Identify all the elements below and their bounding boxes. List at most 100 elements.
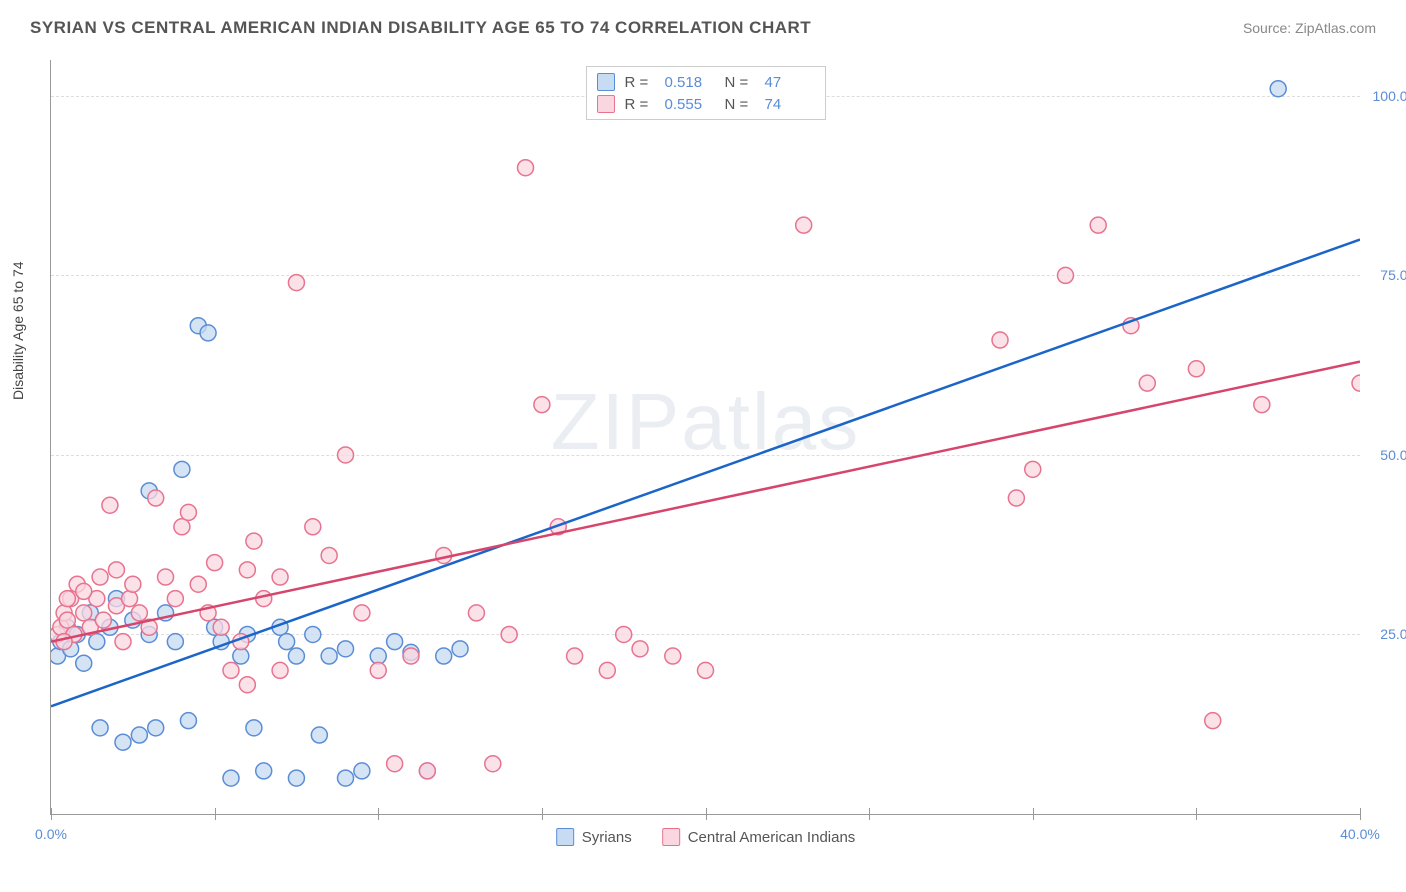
- source-name: ZipAtlas.com: [1295, 20, 1376, 36]
- ytick-label: 100.0%: [1373, 88, 1406, 104]
- data-point: [599, 662, 615, 678]
- legend-label: Central American Indians: [688, 829, 856, 846]
- plot-area: ZIPatlas R = 0.518 N = 47 R = 0.555 N = …: [50, 60, 1360, 815]
- data-point: [534, 397, 550, 413]
- source-label: Source:: [1243, 20, 1295, 36]
- data-point: [213, 619, 229, 635]
- data-point: [321, 648, 337, 664]
- r-label: R =: [625, 96, 655, 113]
- data-point: [436, 648, 452, 664]
- data-point: [311, 727, 327, 743]
- data-point: [665, 648, 681, 664]
- data-point: [115, 734, 131, 750]
- data-point: [89, 634, 105, 650]
- data-point: [1352, 375, 1360, 391]
- data-point: [174, 461, 190, 477]
- data-point: [246, 720, 262, 736]
- data-point: [76, 655, 92, 671]
- chart-svg: [51, 60, 1360, 814]
- swatch-icon: [662, 828, 680, 846]
- data-point: [632, 641, 648, 657]
- regression-line: [51, 362, 1360, 642]
- data-point: [180, 713, 196, 729]
- data-point: [387, 756, 403, 772]
- data-point: [698, 662, 714, 678]
- data-point: [1254, 397, 1270, 413]
- data-point: [485, 756, 501, 772]
- data-point: [354, 605, 370, 621]
- data-point: [131, 727, 147, 743]
- data-point: [1205, 713, 1221, 729]
- data-point: [115, 634, 131, 650]
- xtick-label: 0.0%: [35, 826, 67, 842]
- n-value: 47: [765, 74, 815, 91]
- correlation-legend: R = 0.518 N = 47 R = 0.555 N = 74: [586, 66, 826, 120]
- ytick-label: 75.0%: [1380, 267, 1406, 283]
- data-point: [567, 648, 583, 664]
- n-value: 74: [765, 96, 815, 113]
- data-point: [288, 275, 304, 291]
- source-attribution: Source: ZipAtlas.com: [1243, 20, 1376, 36]
- data-point: [338, 770, 354, 786]
- data-point: [108, 562, 124, 578]
- xtick: [1360, 808, 1361, 820]
- data-point: [387, 634, 403, 650]
- swatch-icon: [556, 828, 574, 846]
- data-point: [223, 770, 239, 786]
- data-point: [59, 612, 75, 628]
- data-point: [122, 591, 138, 607]
- data-point: [370, 648, 386, 664]
- data-point: [288, 648, 304, 664]
- data-point: [321, 547, 337, 563]
- data-point: [158, 569, 174, 585]
- data-point: [1188, 361, 1204, 377]
- data-point: [354, 763, 370, 779]
- data-point: [403, 648, 419, 664]
- data-point: [338, 641, 354, 657]
- data-point: [1270, 81, 1286, 97]
- data-point: [246, 533, 262, 549]
- n-label: N =: [725, 96, 755, 113]
- data-point: [288, 770, 304, 786]
- swatch-icon: [597, 95, 615, 113]
- xtick-label: 40.0%: [1340, 826, 1380, 842]
- legend-item-cai: Central American Indians: [662, 828, 856, 846]
- data-point: [279, 634, 295, 650]
- ytick-label: 25.0%: [1380, 626, 1406, 642]
- data-point: [59, 591, 75, 607]
- data-point: [180, 504, 196, 520]
- data-point: [272, 662, 288, 678]
- data-point: [148, 490, 164, 506]
- data-point: [501, 626, 517, 642]
- data-point: [305, 519, 321, 535]
- swatch-icon: [597, 73, 615, 91]
- data-point: [92, 569, 108, 585]
- data-point: [167, 591, 183, 607]
- legend-row-syrians: R = 0.518 N = 47: [597, 71, 815, 93]
- series-legend: Syrians Central American Indians: [556, 828, 856, 846]
- data-point: [272, 569, 288, 585]
- legend-row-cai: R = 0.555 N = 74: [597, 93, 815, 115]
- r-value: 0.555: [665, 96, 715, 113]
- data-point: [338, 447, 354, 463]
- data-point: [1008, 490, 1024, 506]
- data-point: [452, 641, 468, 657]
- data-point: [518, 160, 534, 176]
- data-point: [233, 648, 249, 664]
- data-point: [239, 677, 255, 693]
- data-point: [56, 634, 72, 650]
- legend-item-syrians: Syrians: [556, 828, 632, 846]
- legend-label: Syrians: [582, 829, 632, 846]
- data-point: [76, 605, 92, 621]
- ytick-label: 50.0%: [1380, 447, 1406, 463]
- r-label: R =: [625, 74, 655, 91]
- data-point: [102, 497, 118, 513]
- data-point: [239, 562, 255, 578]
- data-point: [1057, 267, 1073, 283]
- y-axis-label: Disability Age 65 to 74: [10, 261, 26, 400]
- data-point: [207, 555, 223, 571]
- data-point: [131, 605, 147, 621]
- data-point: [419, 763, 435, 779]
- data-point: [1090, 217, 1106, 233]
- data-point: [174, 519, 190, 535]
